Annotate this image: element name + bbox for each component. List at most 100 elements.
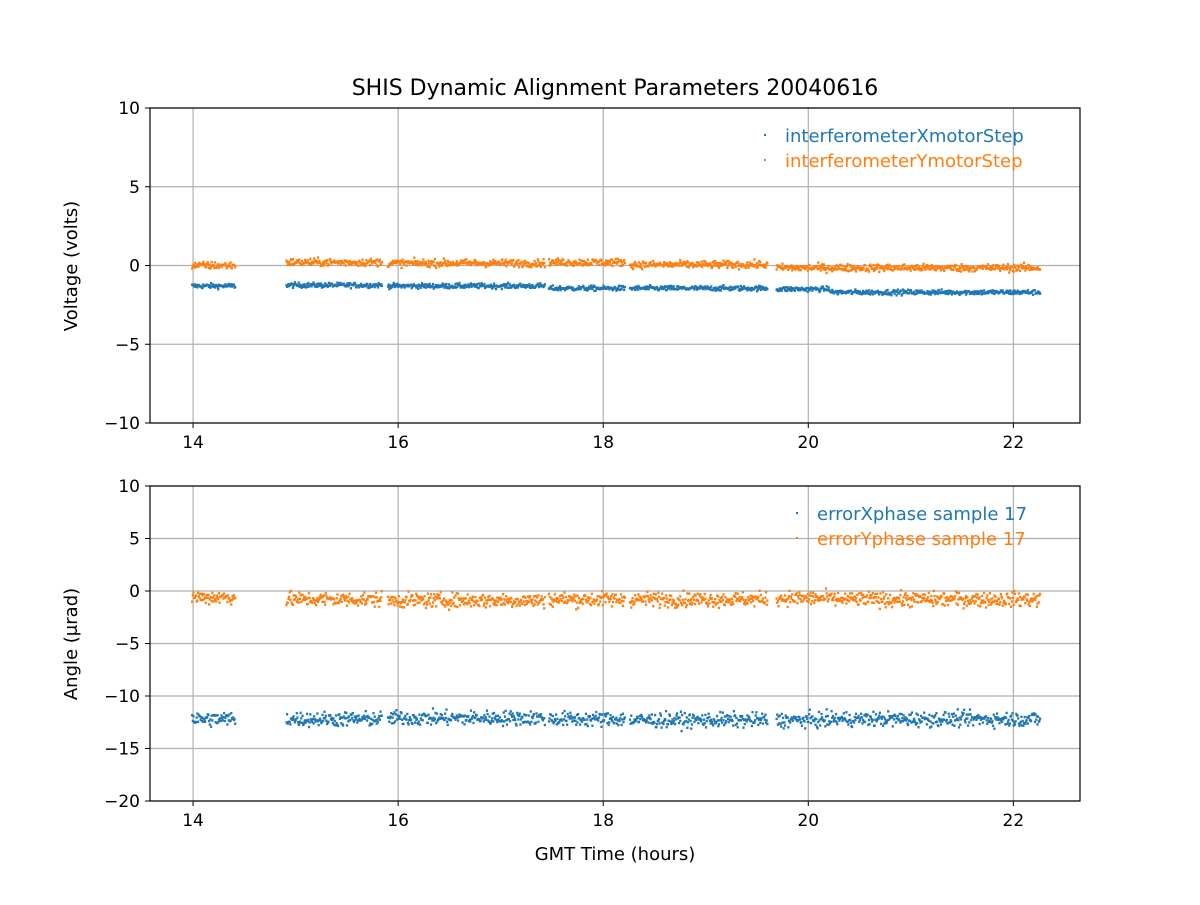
data-point: [354, 261, 358, 264]
data-point: [389, 284, 392, 287]
data-point: [202, 593, 205, 596]
data-point: [851, 596, 854, 599]
data-point: [719, 263, 723, 266]
data-point: [569, 711, 572, 714]
data-point: [531, 716, 534, 720]
data-point: [896, 288, 899, 291]
data-point: [902, 714, 905, 717]
data-point: [437, 717, 440, 721]
data-point: [411, 599, 415, 602]
data-point: [339, 715, 342, 719]
data-point: [369, 263, 372, 267]
data-point: [657, 719, 660, 723]
data-point: [364, 262, 367, 266]
data-point: [803, 720, 806, 723]
data-point: [703, 718, 706, 721]
y-tick-label: 0: [129, 257, 140, 277]
data-point: [601, 287, 604, 290]
data-point: [428, 602, 431, 605]
data-point: [789, 718, 792, 721]
data-point: [934, 714, 937, 717]
data-point: [396, 282, 399, 286]
data-point: [433, 719, 436, 722]
data-point: [497, 596, 500, 600]
data-point: [961, 265, 964, 268]
data-point: [300, 721, 304, 725]
data-point: [933, 594, 936, 598]
data-point: [369, 282, 372, 286]
data-point: [287, 282, 290, 286]
data-point: [719, 600, 722, 604]
data-point: [723, 723, 726, 727]
data-point: [867, 289, 871, 292]
data-point: [845, 602, 848, 605]
data-point: [1013, 290, 1017, 293]
data-point: [608, 717, 612, 720]
x-tick-label: 18: [592, 433, 614, 453]
data-point: [817, 287, 820, 290]
data-point: [1015, 268, 1019, 272]
data-point: [568, 595, 571, 598]
data-point: [860, 591, 863, 595]
y-tick-label: −20: [104, 792, 140, 812]
data-point: [836, 268, 839, 271]
data-point: [787, 287, 791, 291]
data-point: [1019, 292, 1022, 296]
data-point: [502, 601, 505, 605]
data-point: [632, 720, 635, 724]
data-point: [522, 600, 525, 603]
data-point: [902, 291, 905, 294]
data-point: [528, 283, 531, 286]
y-tick-label: −10: [104, 414, 140, 434]
data-point: [556, 597, 560, 600]
data-point: [946, 290, 949, 293]
data-point: [297, 281, 300, 284]
data-point: [205, 266, 208, 269]
data-point: [395, 284, 399, 288]
data-point: [525, 265, 528, 268]
data-point: [380, 596, 383, 599]
data-point: [874, 596, 878, 599]
data-point: [941, 603, 945, 606]
y-tick-label: 5: [129, 178, 140, 198]
data-point: [639, 265, 642, 269]
data-point: [349, 287, 353, 290]
data-point: [986, 267, 989, 270]
data-point: [436, 720, 439, 723]
data-point: [438, 593, 441, 597]
data-point: [401, 283, 404, 287]
data-point: [930, 599, 934, 602]
data-point: [923, 290, 926, 294]
data-point: [1012, 292, 1015, 296]
data-point: [805, 715, 808, 718]
data-point: [717, 262, 720, 265]
data-point: [860, 292, 863, 296]
data-point: [391, 599, 394, 602]
data-point: [703, 264, 706, 267]
data-point: [939, 596, 942, 599]
data-point: [344, 594, 347, 598]
data-point: [220, 265, 223, 269]
data-point: [600, 259, 603, 262]
data-point: [306, 259, 309, 262]
data-point: [663, 596, 666, 600]
data-point: [848, 713, 851, 717]
data-point: [215, 266, 218, 270]
data-point: [961, 711, 964, 714]
data-point: [434, 595, 437, 598]
data-point: [467, 714, 470, 718]
data-point: [881, 600, 884, 603]
data-point: [462, 284, 465, 288]
data-point: [293, 281, 296, 284]
data-point: [993, 727, 996, 730]
data-point: [958, 716, 961, 719]
data-point: [662, 265, 665, 268]
data-point: [1003, 715, 1006, 719]
data-point: [965, 713, 968, 716]
data-point: [616, 288, 619, 291]
data-point: [885, 265, 888, 268]
data-point: [415, 592, 418, 596]
data-point: [993, 715, 997, 719]
data-point: [984, 601, 987, 604]
data-point: [375, 264, 378, 267]
